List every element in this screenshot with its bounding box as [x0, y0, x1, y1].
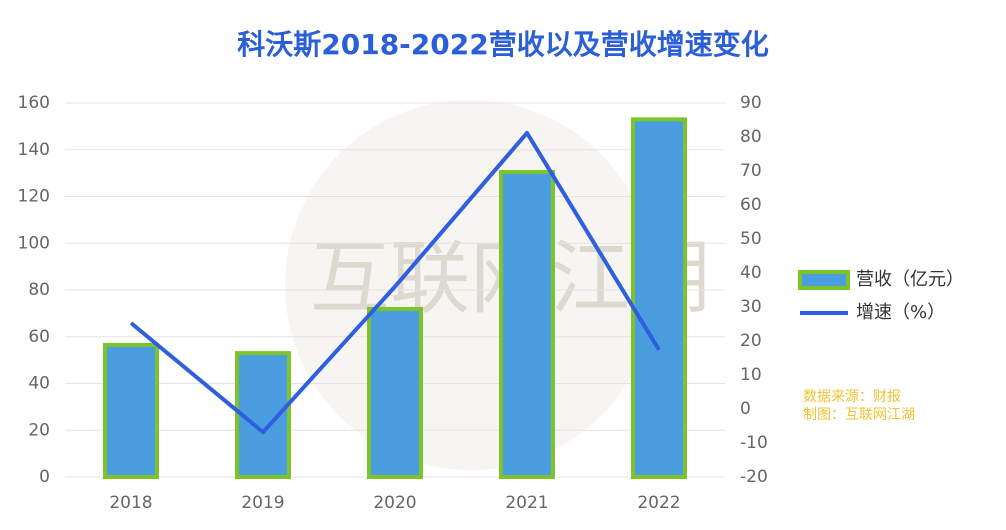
y-tick-label: 100 — [18, 233, 50, 253]
bar — [367, 306, 423, 479]
y-tick-label: 120 — [18, 187, 50, 207]
y2-tick-label: 20 — [740, 331, 762, 351]
x-tick-label: 2020 — [373, 493, 416, 513]
y2-tick-label: 30 — [740, 297, 762, 317]
y-tick-label: 20 — [28, 420, 50, 440]
y-tick-label: 140 — [18, 140, 50, 160]
x-tick-label: 2018 — [109, 493, 152, 513]
y2-tick-label: 60 — [740, 195, 762, 215]
y2-tick-label: 0 — [740, 399, 751, 419]
y2-tick-label: 40 — [740, 263, 762, 283]
y2-tick-label: -10 — [740, 433, 768, 453]
x-tick-label: 2022 — [637, 493, 680, 513]
x-tick-label: 2021 — [505, 493, 548, 513]
bar — [103, 342, 159, 479]
legend-swatch — [798, 270, 850, 290]
source-note: 制图：互联网江湖 — [803, 407, 915, 423]
y-tick-label: 60 — [28, 327, 50, 347]
bar — [499, 169, 555, 480]
y2-tick-label: 90 — [740, 93, 762, 113]
y2-tick-label: -20 — [740, 467, 768, 487]
chart-title: 科沃斯2018-2022营收以及营收增速变化 — [237, 28, 768, 61]
y-tick-label: 80 — [28, 280, 50, 300]
y2-tick-label: 50 — [740, 229, 762, 249]
bar — [631, 117, 687, 480]
line — [129, 130, 661, 435]
y2-tick-label: 70 — [740, 161, 762, 181]
y-tick-label: 160 — [18, 93, 50, 113]
y-tick-label: 40 — [28, 374, 50, 394]
y2-tick-label: 10 — [740, 365, 762, 385]
plot: 互联网江湖020406080100120140160-20-1001020304… — [18, 93, 964, 513]
y-tick-label: 0 — [39, 467, 50, 487]
x-tick-label: 2019 — [241, 493, 284, 513]
y2-tick-label: 80 — [740, 127, 762, 147]
legend-label: 增速（%） — [856, 302, 945, 323]
source-note: 数据来源：财报 — [803, 389, 901, 405]
legend-label: 营收（亿元） — [856, 269, 964, 290]
